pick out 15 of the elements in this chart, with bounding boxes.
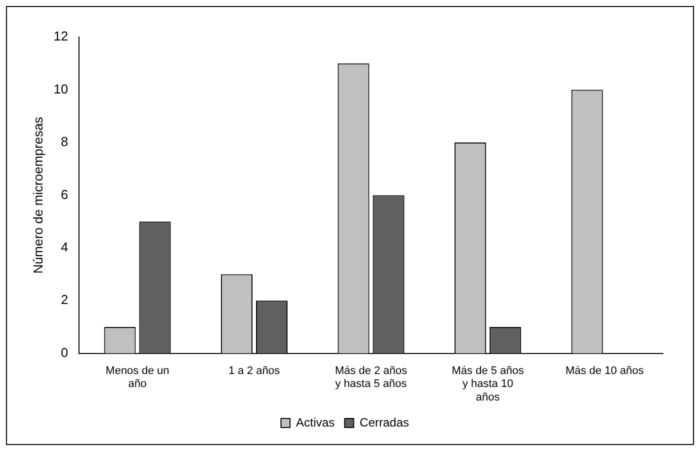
x-tick-label: Más de 2 años y hasta 5 años [334,365,408,390]
x-tick-label: 1 a 2 años [228,365,280,378]
y-tick-label: 12 [54,28,68,44]
y-tick-label: 0 [60,344,68,360]
y-tick-label: 10 [54,81,68,96]
y-tick-label: 6 [60,186,68,202]
x-tick-label: Más de 10 años [565,365,644,378]
y-tick-label: 4 [60,240,68,255]
y-axis-title: Número de microempresas [30,116,46,274]
legend-label: Cerradas [360,415,410,430]
x-tick-label: Más de 5 años y hasta 10 años [452,365,524,404]
y-tick-label: 8 [60,134,68,150]
y-tick-label: 2 [60,292,68,308]
x-tick-label: Menos de un año [106,365,170,390]
legend-label: Activas [296,415,335,430]
